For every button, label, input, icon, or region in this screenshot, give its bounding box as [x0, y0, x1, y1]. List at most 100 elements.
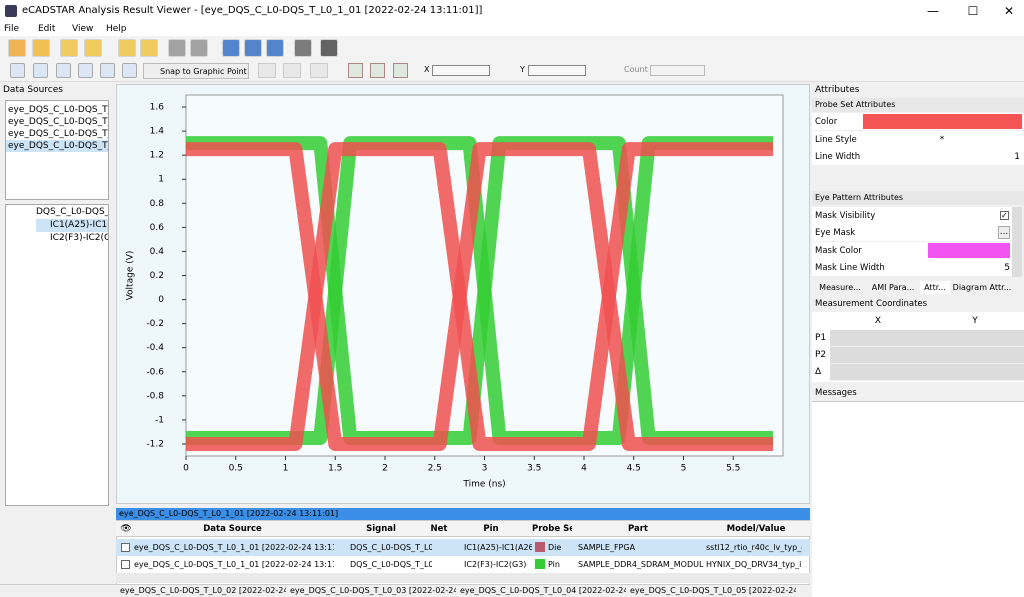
result-tab[interactable]: eye_DQS_C_L0-DQS_T_L0_05 [2022-02-24 ...: [630, 586, 796, 595]
attribute-tab[interactable]: Attr...: [920, 281, 950, 294]
zoom-button[interactable]: [33, 63, 48, 78]
eye-diagram: 0 0.5 1 1.5 2 2.5 3 3.5 4 4.5 5 5.5 -1.2 -1 -0.8 -0.6 -0…: [126, 94, 784, 490]
x-tick-label: 5.5: [726, 464, 740, 474]
menu-item[interactable]: View: [72, 24, 94, 34]
tool-button[interactable]: [283, 63, 301, 78]
y-tick-label: 1: [158, 175, 164, 185]
zoom-button[interactable]: [122, 63, 137, 78]
tool-button[interactable]: [222, 39, 240, 57]
x-tick-label: 3.5: [527, 464, 541, 474]
column-header: Model/Value: [726, 524, 786, 534]
row-checkbox[interactable]: [121, 543, 130, 552]
mask-line-width-value[interactable]: 5: [1004, 263, 1010, 273]
menu-item[interactable]: File: [4, 24, 20, 34]
tool-button[interactable]: [348, 63, 363, 78]
mask-color-swatch[interactable]: [928, 243, 1010, 258]
attribute-label: Eye Mask: [815, 228, 856, 238]
panel-header: Measurement Coordinates: [815, 299, 928, 309]
minimize-button[interactable]: —: [927, 4, 939, 18]
tool-button[interactable]: [60, 39, 78, 57]
zoom-button[interactable]: [78, 63, 93, 78]
panel-header: Attributes: [815, 85, 860, 95]
cell-model: HYNIX_DQ_DRV34_typ_in: [706, 560, 802, 569]
attribute-tab[interactable]: Measure...: [819, 283, 861, 292]
y-label: Y: [520, 65, 525, 74]
x-tick-label: 3: [482, 464, 488, 474]
tool-button[interactable]: [393, 63, 408, 78]
row-checkbox[interactable]: [121, 560, 130, 569]
attribute-label: Line Width: [815, 152, 861, 162]
measurement-cell: [830, 330, 1024, 347]
measurement-row-label: Δ: [815, 367, 822, 377]
tool-button[interactable]: [84, 39, 102, 57]
column-header: Pin: [483, 524, 499, 534]
table-title: eye_DQS_C_L0-DQS_T_L0_1_01 [2022-02-24 1…: [116, 508, 810, 520]
tree-item[interactable]: DQS_C_L0-DQS_T_L0: [36, 207, 108, 217]
tool-button[interactable]: [118, 39, 136, 57]
x-label: X: [424, 65, 430, 74]
cell-probe: Die: [548, 543, 562, 552]
probe-color: [535, 542, 545, 552]
eye-mask-button[interactable]: ...: [998, 226, 1010, 239]
y-tick-label: -0.8: [146, 391, 164, 401]
result-tab[interactable]: eye_DQS_C_L0-DQS_T_L0_03 [2022-02-24 ...: [290, 586, 456, 595]
toolbar: [0, 60, 1024, 82]
tool-button[interactable]: [370, 63, 385, 78]
measurement-column: X: [874, 316, 882, 326]
measurement-cell: [830, 364, 1024, 381]
source-item[interactable]: eye_DQS_C_L0-DQS_T_L...: [6, 140, 108, 152]
mask-visibility-checkbox[interactable]: ✓: [1000, 211, 1009, 220]
attribute-label: Mask Color: [815, 246, 862, 256]
source-item[interactable]: eye_DQS_C_L0-DQS_T_L...: [8, 105, 108, 115]
tool-button[interactable]: [8, 39, 26, 57]
tool-button[interactable]: [190, 39, 208, 57]
source-item[interactable]: eye_DQS_C_L0-DQS_T_L...: [8, 117, 108, 127]
bottom-tabs: [0, 584, 810, 597]
signal-tree: [5, 204, 109, 506]
tool-button[interactable]: [294, 39, 312, 57]
measurement-row-label: P2: [815, 350, 827, 360]
menu-item[interactable]: Edit: [38, 24, 56, 34]
x-tick-label: 1.5: [328, 464, 342, 474]
column-header: Net: [430, 524, 448, 534]
close-button[interactable]: ✕: [1003, 4, 1015, 18]
attribute-row: [812, 259, 1012, 277]
menu-item[interactable]: Help: [106, 24, 127, 34]
y-tick-label: -0.4: [146, 343, 164, 353]
y-tick-label: 0.4: [150, 247, 165, 257]
tool-button[interactable]: [266, 39, 284, 57]
source-item[interactable]: eye_DQS_C_L0-DQS_T_L...: [8, 129, 108, 139]
zoom-button[interactable]: [100, 63, 115, 78]
color-swatch[interactable]: [863, 114, 1022, 129]
tool-button[interactable]: [168, 39, 186, 57]
table-header: [116, 521, 810, 537]
cell-pin: IC1(A25)-IC1(A26): [464, 543, 532, 552]
tool-button[interactable]: [244, 39, 262, 57]
tool-button[interactable]: [140, 39, 158, 57]
line-width-value[interactable]: 1: [1014, 152, 1020, 162]
cell-part: SAMPLE_FPGA: [578, 543, 636, 552]
tree-item[interactable]: IC2(F3)-IC2(G3): [50, 233, 108, 243]
tool-button[interactable]: [32, 39, 50, 57]
maximize-button[interactable]: ☐: [967, 4, 979, 18]
zoom-button[interactable]: [10, 63, 25, 78]
title-bar: [0, 0, 1024, 22]
result-tab[interactable]: eye_DQS_C_L0-DQS_T_L0_02 [2022-02-24 ...: [120, 586, 286, 595]
zoom-button[interactable]: [56, 63, 71, 78]
tool-button[interactable]: [258, 63, 276, 78]
tree-item[interactable]: IC1(A25)-IC1(A2: [36, 219, 108, 232]
line-style-value[interactable]: *: [939, 135, 945, 145]
panel-header: Messages: [815, 388, 857, 398]
measurement-column: Y: [972, 316, 978, 326]
tool-button[interactable]: [310, 63, 328, 78]
tool-button[interactable]: [320, 39, 338, 57]
cell-model: sstl12_rtio_r40c_lv_typ_ov: [706, 543, 802, 552]
snap-dropdown[interactable]: Snap to Graphic Point: [143, 63, 249, 79]
table-row[interactable]: [116, 539, 810, 556]
result-tab[interactable]: eye_DQS_C_L0-DQS_T_L0_04 [2022-02-24 ...: [460, 586, 626, 595]
attribute-tab[interactable]: Diagram Attr...: [952, 283, 1012, 292]
attribute-tab[interactable]: AMI Para...: [871, 283, 915, 292]
y-tick-label: 1.4: [150, 127, 165, 137]
measurement-cell: [830, 347, 1024, 364]
